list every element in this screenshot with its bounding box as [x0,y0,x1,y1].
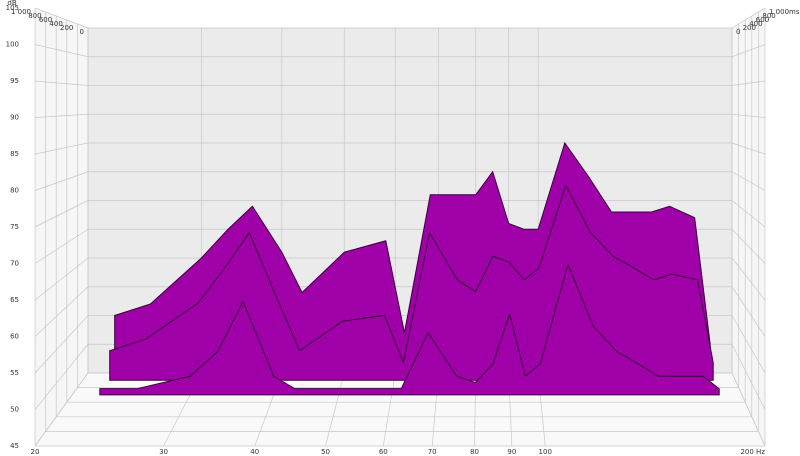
grid-line [34,257,89,301]
z-tick-label: 400 [749,20,762,28]
x-tick-label: 200 Hz [740,448,765,456]
grid-line [34,113,89,118]
z-tick-label: 200 [743,24,756,32]
grid-line [34,228,89,264]
waterfall-slice [99,262,720,396]
z-tick-label: 600 [39,16,52,24]
grid-line [325,372,345,447]
grid-line [731,286,766,337]
x-tick-label: 40 [250,448,259,456]
grid-line [34,7,89,29]
x-tick-label: 80 [470,448,479,456]
y-tick-label: 70 [10,260,19,268]
y-tick-label: 55 [10,369,19,377]
grid-line [34,44,89,58]
grid-line [731,113,766,118]
z-tick-label: 600 [756,16,769,24]
grid-line [34,142,89,155]
z-tick-label: 200 [60,24,73,32]
grid-line [731,44,766,58]
grid-line [731,372,766,447]
grid-line [731,344,766,410]
z-tick-label: 400 [49,20,62,28]
grid-line [731,80,766,86]
grid-line [731,142,766,155]
x-tick-label: 50 [321,448,330,456]
y-unit: dB [7,0,16,7]
y-tick-label: 80 [10,187,19,195]
grid-line [731,257,766,301]
grid-line [731,7,766,29]
y-tick-label: 65 [10,296,19,304]
y-tick-label: 85 [10,150,19,158]
x-tick-label: 100 [539,448,552,456]
y-tick-label: 60 [10,333,19,341]
grid-line [34,315,89,374]
surface [99,141,720,396]
grid-line [382,372,396,447]
grid-line [34,171,89,191]
grid-line [731,315,766,374]
right-wall [732,8,765,446]
grid-line [34,286,89,337]
y-tick-label: 105 [6,4,19,12]
y-tick-label: 90 [10,114,19,122]
z-tick-label: 1 000 [11,8,31,16]
x-tick-label: 30 [159,448,168,456]
x-tick-label: 90 [507,448,516,456]
x-tick-label: 70 [428,448,437,456]
grid-line [34,344,89,410]
grid-line [731,171,766,191]
z-tick-label: 800 [762,12,775,20]
z-tick-label: 800 [28,12,41,20]
y-tick-label: 95 [10,77,19,85]
left-wall [35,8,88,446]
grid-line [34,200,89,228]
z-tick-label: 0 [80,28,84,36]
z-tick-label: 1 000ms [769,8,800,16]
z-tick-label: 0 [736,28,740,36]
x-tick-label: 20 [31,448,40,456]
grid-line [34,80,89,86]
grid-line [731,200,766,228]
x-tick-label: 60 [379,448,388,456]
y-tick-label: 50 [10,406,19,414]
grid-line [731,229,766,264]
labels: dB 45 50 55 60 65 70 75 80 85 90 95 100 105 20 30 40 50 6… [6,0,800,456]
y-tick-label: 100 [6,41,19,49]
y-tick-label: 75 [10,223,19,231]
y-tick-label: 45 [10,442,19,450]
grid-line [34,372,89,447]
